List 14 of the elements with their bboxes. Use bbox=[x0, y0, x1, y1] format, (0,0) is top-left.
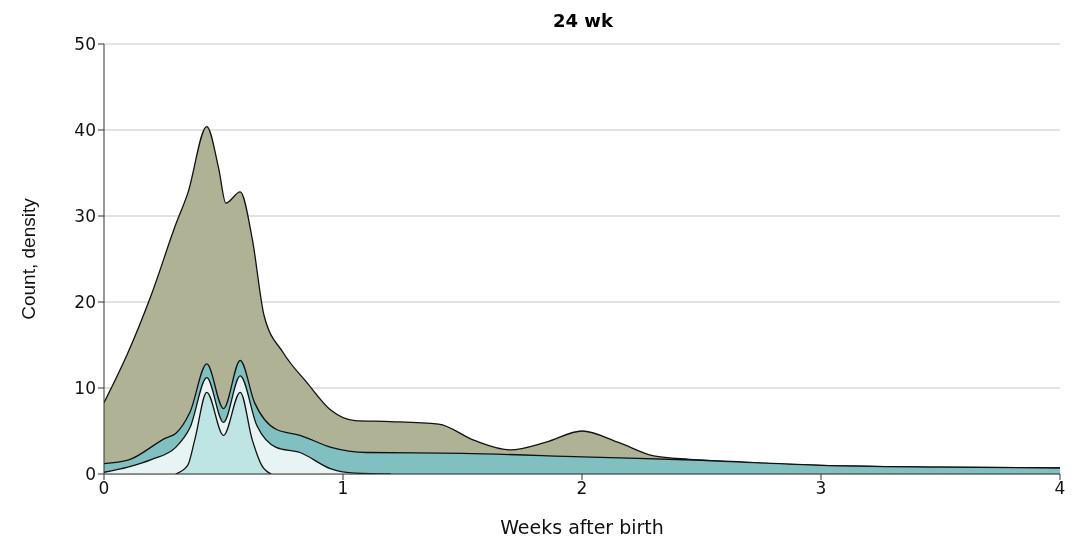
y-tick-label: 40 bbox=[74, 120, 96, 141]
y-tick-label: 10 bbox=[74, 378, 96, 399]
x-tick-label: 1 bbox=[337, 478, 349, 499]
y-tick-label: 50 bbox=[74, 34, 96, 55]
chart-title: 24 wk bbox=[552, 9, 614, 33]
x-tick-label: 0 bbox=[98, 478, 110, 499]
x-tick-label: 3 bbox=[815, 478, 827, 499]
y-tick-label: 20 bbox=[74, 292, 96, 313]
x-tick-label: 4 bbox=[1054, 478, 1066, 499]
x-axis-title: Weeks after birth bbox=[500, 516, 664, 538]
y-tick-label: 0 bbox=[85, 464, 96, 485]
y-tick-label: 30 bbox=[74, 206, 96, 227]
x-tick-label: 2 bbox=[576, 478, 588, 499]
y-axis-title: Count, density bbox=[17, 197, 39, 320]
